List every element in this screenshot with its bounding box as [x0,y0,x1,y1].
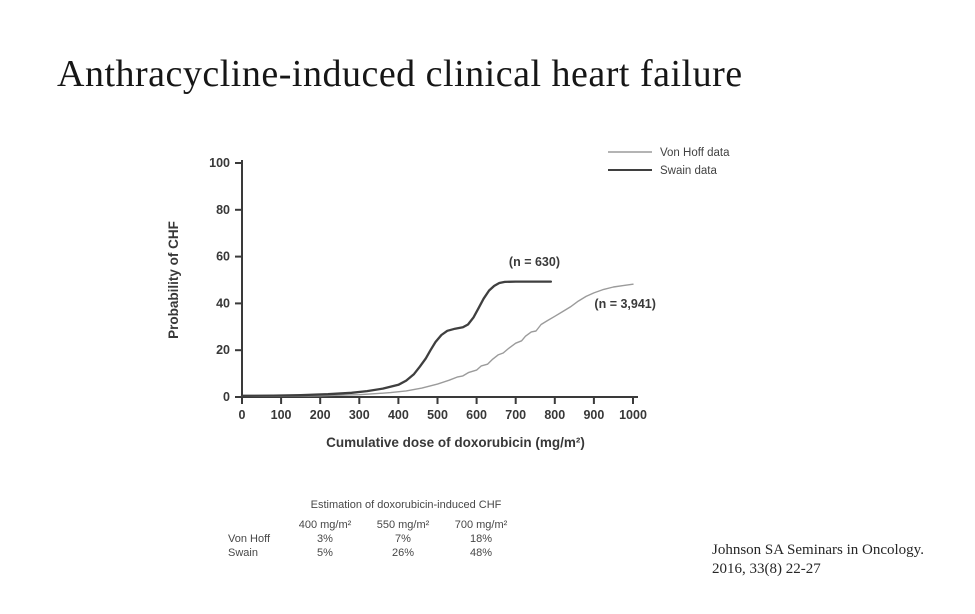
table-row-label: Von Hoff [228,533,270,545]
y-tick-label: 0 [223,390,230,404]
y-tick-label: 60 [216,250,230,264]
table-cell: 48% [469,547,493,559]
y-axis-title: Probability of CHF [166,221,181,339]
series-line-swain [240,280,553,397]
slide-title: Anthracycline-induced clinical heart fai… [57,53,743,95]
y-tick-label: 40 [216,296,230,310]
table-corner-cell [228,519,286,532]
series-line-von-hoff [241,283,634,397]
table-cell: 7% [395,533,411,545]
x-tick-label: 1000 [619,408,647,422]
table-cell: 18% [469,533,493,545]
legend-label: Swain data [660,165,718,177]
series-annotation: (n = 3,941) [594,297,656,311]
x-tick-label: 900 [583,408,604,422]
table-row-label: Swain [228,547,258,559]
legend-label: Von Hoff data [660,147,730,159]
table-column-header: 400 mg/m² [298,519,352,531]
table-cell: 26% [391,547,415,559]
citation-line-1: Johnson SA Seminars in Oncology. [712,542,924,558]
y-tick-label: 80 [216,203,230,217]
x-tick-label: 500 [427,408,448,422]
x-tick-label: 800 [544,408,565,422]
x-tick-label: 400 [388,408,409,422]
citation: Johnson SA Seminars in Oncology. 2016, 3… [712,541,924,579]
x-tick-label: 700 [505,408,526,422]
x-tick-label: 100 [271,408,292,422]
y-tick-label: 20 [216,343,230,357]
table-cell: 3% [317,533,333,545]
x-tick-label: 0 [239,408,246,422]
table-grid: 400 mg/m² 550 mg/m² 700 mg/m² Von Hoff 3… [228,519,526,560]
table-title: Estimation of doxorubicin-induced CHF [310,499,502,511]
dose-response-chart: 0 100 200 300 400 500 600 700 800 900 1000 0 20 40 60 8… [166,147,730,450]
x-tick-label: 600 [466,408,487,422]
table-column-header: 550 mg/m² [376,519,430,531]
citation-line-2: 2016, 33(8) 22-27 [712,561,821,577]
series-annotation: (n = 630) [509,255,560,269]
y-tick-label: 100 [209,156,230,170]
x-tick-label: 300 [349,408,370,422]
x-tick-label: 200 [310,408,331,422]
table-column-header: 700 mg/m² [454,519,508,531]
x-axis-title: Cumulative dose of doxorubicin (mg/m²) [326,435,585,450]
table-cell: 5% [317,547,333,559]
chart-container: 0 100 200 300 400 500 600 700 800 900 1000 0 20 40 60 8… [140,125,840,470]
chf-estimation-table: Estimation of doxorubicin-induced CHF 40… [228,499,526,560]
